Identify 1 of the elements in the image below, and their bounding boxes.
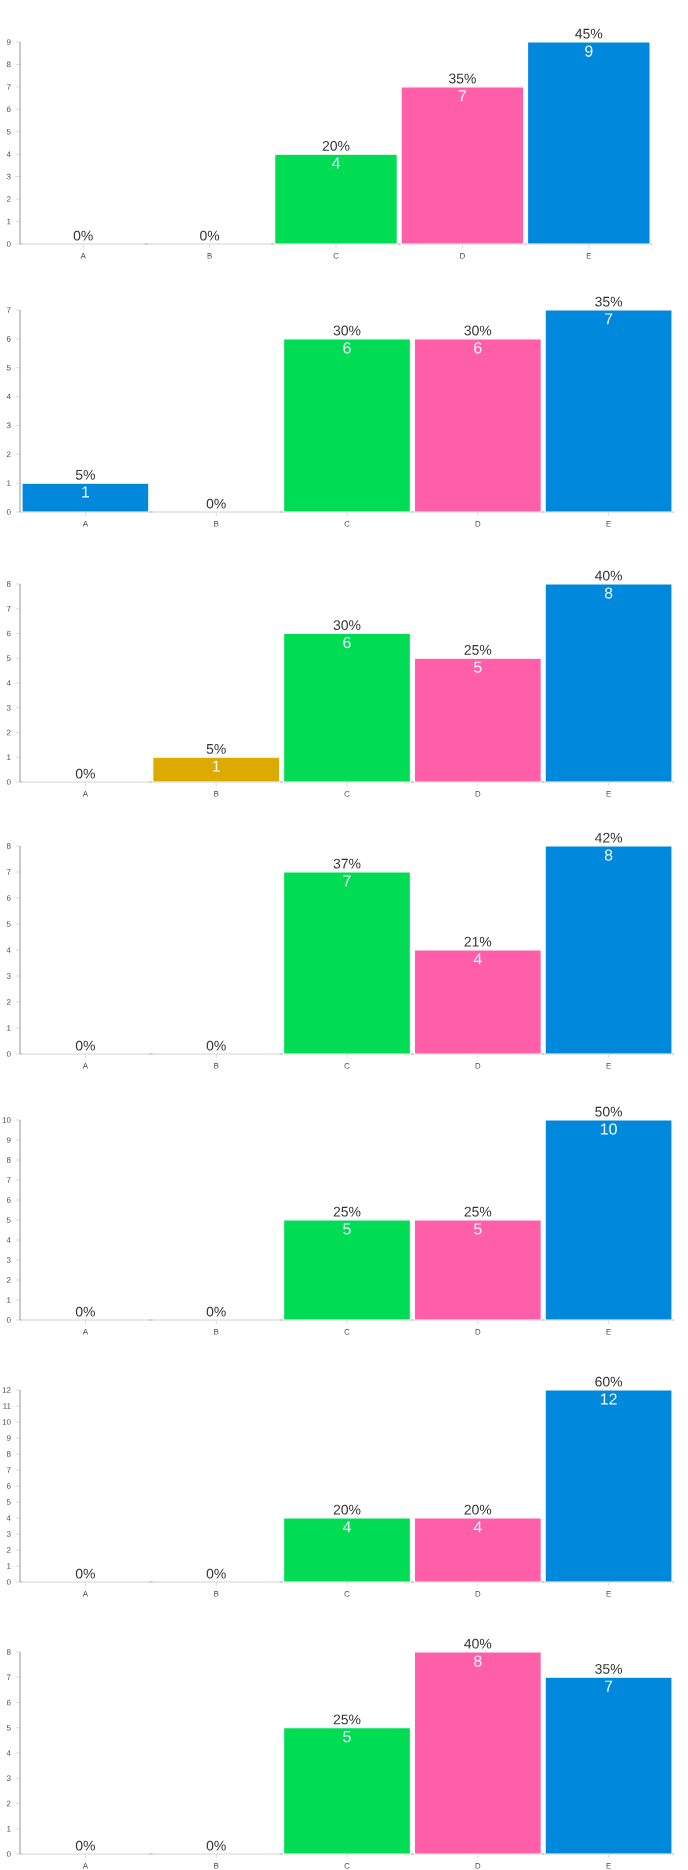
bar	[21, 482, 150, 513]
